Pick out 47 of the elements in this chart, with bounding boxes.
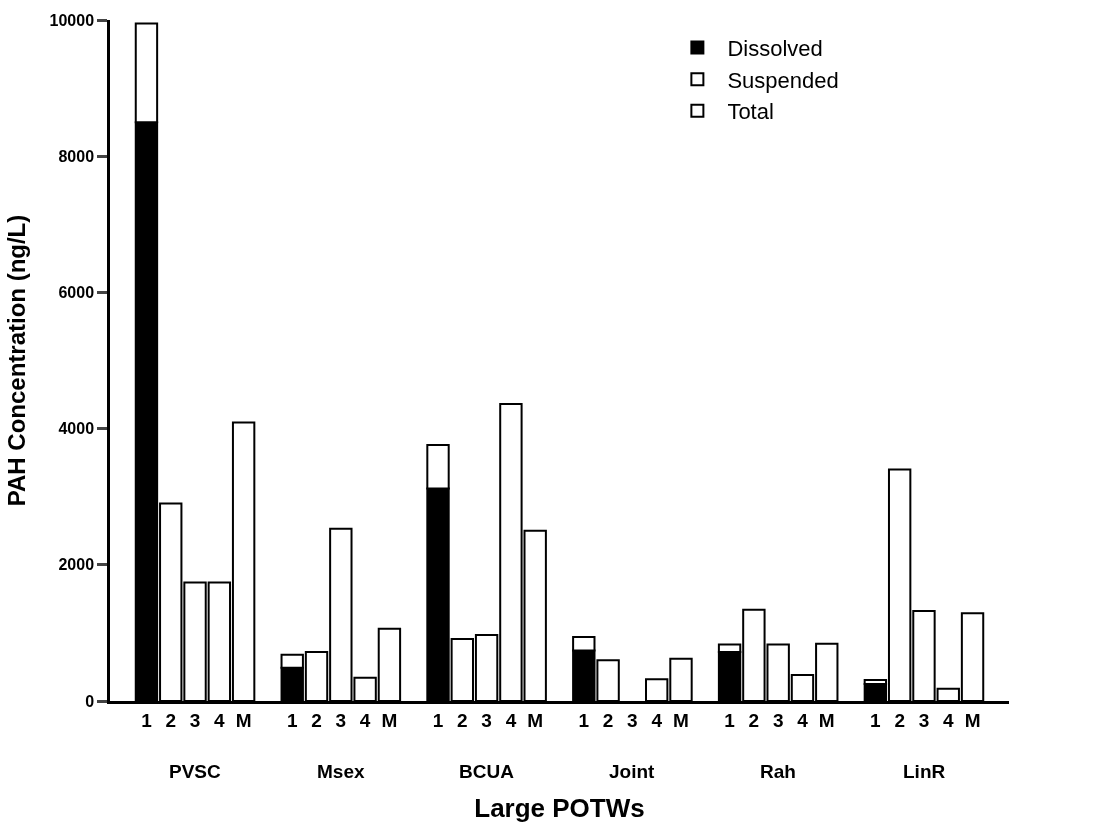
- y-axis-title: PAH Concentration (ng/L): [2, 214, 30, 507]
- x-tick-label: 1: [870, 709, 882, 731]
- x-tick-label: 3: [918, 709, 930, 731]
- y-tick-label: 2000: [58, 556, 95, 574]
- x-tick-label: 2: [894, 709, 905, 731]
- text: LinR: [903, 761, 946, 782]
- text: BCUA: [459, 761, 515, 782]
- x-tick-label: 1: [286, 709, 298, 731]
- y-tick-label: 10000: [49, 11, 95, 29]
- y-tick-label: 6000: [58, 284, 95, 301]
- y-tick-label: 0: [85, 692, 95, 710]
- x-tick-label: M: [964, 709, 981, 731]
- text: Msex: [317, 761, 365, 782]
- text: Rah: [760, 761, 796, 782]
- x-tick-label: 4: [359, 709, 371, 731]
- x-tick-label: 1: [578, 709, 590, 731]
- x-tick-label: 1: [432, 709, 444, 731]
- x-tick-label: M: [673, 709, 689, 731]
- legend-label: Dissolved: [727, 36, 823, 62]
- x-tick-label: 3: [335, 709, 347, 731]
- x-tick-label: 3: [772, 709, 784, 731]
- text: PVSC: [169, 761, 222, 782]
- x-tick-label: 1: [724, 709, 736, 731]
- legend-label: Total: [727, 99, 774, 125]
- x-tick-label: 4: [505, 709, 517, 731]
- x-tick-label: 2: [311, 709, 322, 731]
- x-tick-label: 3: [627, 709, 638, 731]
- text: Joint: [609, 761, 656, 782]
- x-tick-label: 4: [942, 709, 954, 731]
- y-tick-label: 8000: [58, 147, 95, 165]
- x-tick-label: M: [818, 709, 835, 731]
- legend-label: Suspended: [727, 67, 839, 93]
- x-tick-label: 2: [748, 709, 760, 731]
- x-tick-label: 4: [214, 709, 226, 731]
- x-tick-label: M: [527, 709, 544, 731]
- x-tick-label: 2: [165, 709, 177, 731]
- y-tick-label: 4000: [58, 420, 95, 438]
- x-axis-title: Large POTWs: [474, 793, 645, 824]
- x-tick-label: M: [235, 709, 252, 731]
- x-tick-label: 3: [481, 709, 492, 731]
- x-tick-label: M: [381, 709, 398, 731]
- x-tick-label: 4: [651, 709, 663, 731]
- x-tick-label: 4: [797, 709, 809, 731]
- x-tick-label: 2: [602, 709, 614, 731]
- x-tick-label: 2: [457, 709, 468, 731]
- x-tick-label: 1: [141, 709, 153, 731]
- x-tick-label: 3: [189, 709, 201, 731]
